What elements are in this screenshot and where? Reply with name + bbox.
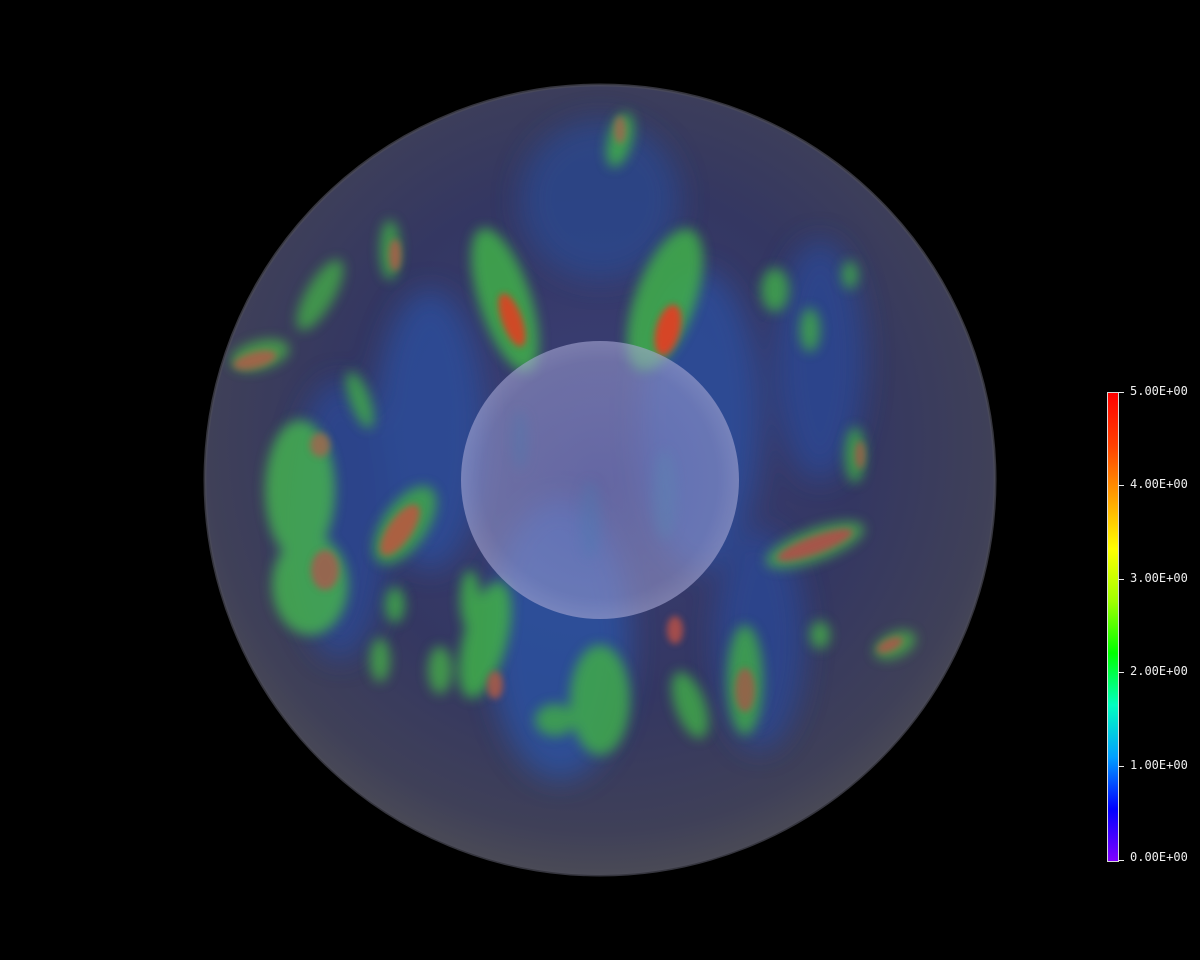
colorbar-tick xyxy=(1118,485,1124,486)
outer-sphere-rim xyxy=(203,83,997,877)
colorbar-gradient xyxy=(1107,392,1119,862)
colorbar-label-max: 5.00E+00 xyxy=(1130,384,1188,398)
colorbar-tick xyxy=(1118,672,1124,673)
colorbar-label: 1.00E+00 xyxy=(1130,758,1188,772)
colorbar-tick xyxy=(1118,860,1124,861)
colorbar-tick xyxy=(1118,392,1124,393)
colorbar-tick xyxy=(1118,766,1124,767)
colorbar-tick xyxy=(1118,579,1124,580)
colorbar-label: 4.00E+00 xyxy=(1130,477,1188,491)
colorbar-label: 2.00E+00 xyxy=(1130,664,1188,678)
inner-sphere xyxy=(461,341,739,619)
colorbar-label-min: 0.00E+00 xyxy=(1130,850,1188,864)
colorbar-label: 3.00E+00 xyxy=(1130,571,1188,585)
colorbar-legend: 5.00E+00 4.00E+00 3.00E+00 2.00E+00 1.00… xyxy=(1106,385,1200,864)
